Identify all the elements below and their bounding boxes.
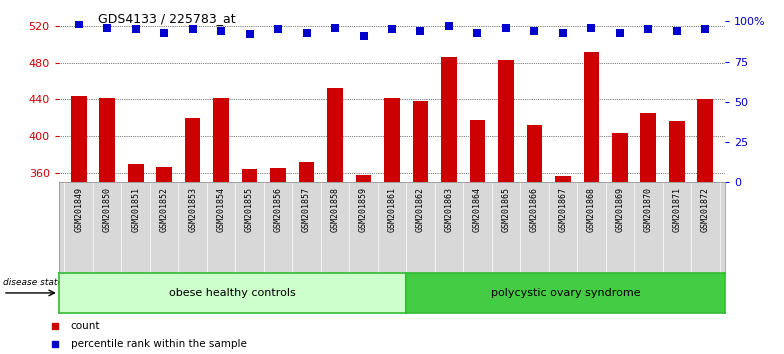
Bar <box>669 121 684 182</box>
Point <box>272 27 285 32</box>
Text: count: count <box>71 320 100 331</box>
Bar <box>470 120 485 182</box>
Point <box>670 28 683 34</box>
Text: GSM201853: GSM201853 <box>188 187 197 232</box>
Bar <box>156 167 172 182</box>
Text: GSM201872: GSM201872 <box>701 187 710 232</box>
Point <box>642 27 655 32</box>
Text: GSM201863: GSM201863 <box>445 187 453 232</box>
Bar <box>356 175 372 182</box>
Text: GSM201859: GSM201859 <box>359 187 368 232</box>
Text: GSM201866: GSM201866 <box>530 187 539 232</box>
Bar <box>213 98 229 182</box>
Bar <box>270 167 286 182</box>
Point <box>499 25 512 30</box>
Point <box>158 30 170 35</box>
Text: GSM201861: GSM201861 <box>387 187 397 232</box>
Point <box>443 23 456 29</box>
Bar <box>498 60 514 182</box>
Text: GSM201851: GSM201851 <box>131 187 140 232</box>
Bar <box>698 99 713 182</box>
Bar <box>555 176 571 182</box>
Point <box>528 28 541 34</box>
Text: GSM201862: GSM201862 <box>416 187 425 232</box>
Bar <box>128 164 143 182</box>
Bar <box>527 125 543 182</box>
Point <box>386 27 398 32</box>
Bar <box>185 118 201 182</box>
Point <box>129 27 142 32</box>
Bar <box>412 101 428 182</box>
Point <box>328 25 341 30</box>
Text: GSM201857: GSM201857 <box>302 187 311 232</box>
Text: GSM201869: GSM201869 <box>615 187 624 232</box>
Point <box>614 30 626 35</box>
Text: GDS4133 / 225783_at: GDS4133 / 225783_at <box>98 12 236 25</box>
Bar <box>241 169 257 182</box>
Point <box>358 33 370 39</box>
Bar <box>612 133 628 182</box>
Text: polycystic ovary syndrome: polycystic ovary syndrome <box>491 288 641 298</box>
Bar <box>384 98 400 182</box>
Text: percentile rank within the sample: percentile rank within the sample <box>71 339 246 349</box>
Text: GSM201864: GSM201864 <box>473 187 482 232</box>
Bar <box>299 162 314 182</box>
Text: GSM201858: GSM201858 <box>331 187 339 232</box>
Bar <box>583 52 599 182</box>
Text: GSM201849: GSM201849 <box>74 187 83 232</box>
Text: GSM201871: GSM201871 <box>673 187 681 232</box>
Point <box>187 27 199 32</box>
Bar <box>641 113 656 182</box>
Point <box>414 28 426 34</box>
Point <box>215 28 227 34</box>
Point <box>471 30 484 35</box>
Point <box>243 31 256 37</box>
Text: GSM201852: GSM201852 <box>160 187 169 232</box>
Point <box>101 25 114 30</box>
Text: obese healthy controls: obese healthy controls <box>169 288 296 298</box>
Text: GSM201865: GSM201865 <box>502 187 510 232</box>
Bar <box>441 57 457 182</box>
Text: GSM201856: GSM201856 <box>274 187 282 232</box>
Point <box>585 25 597 30</box>
Bar <box>100 98 115 182</box>
Point <box>699 27 712 32</box>
Point <box>300 30 313 35</box>
Text: GSM201854: GSM201854 <box>216 187 226 232</box>
Bar <box>327 88 343 182</box>
Text: GSM201868: GSM201868 <box>587 187 596 232</box>
Text: GSM201870: GSM201870 <box>644 187 653 232</box>
Text: GSM201850: GSM201850 <box>103 187 111 232</box>
Bar <box>71 96 86 182</box>
Text: GSM201855: GSM201855 <box>245 187 254 232</box>
Point <box>557 30 569 35</box>
Point <box>72 22 85 27</box>
Text: disease state: disease state <box>3 278 63 287</box>
Text: GSM201867: GSM201867 <box>558 187 568 232</box>
